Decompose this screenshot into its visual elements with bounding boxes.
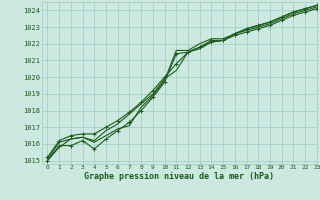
X-axis label: Graphe pression niveau de la mer (hPa): Graphe pression niveau de la mer (hPa) xyxy=(84,172,274,181)
